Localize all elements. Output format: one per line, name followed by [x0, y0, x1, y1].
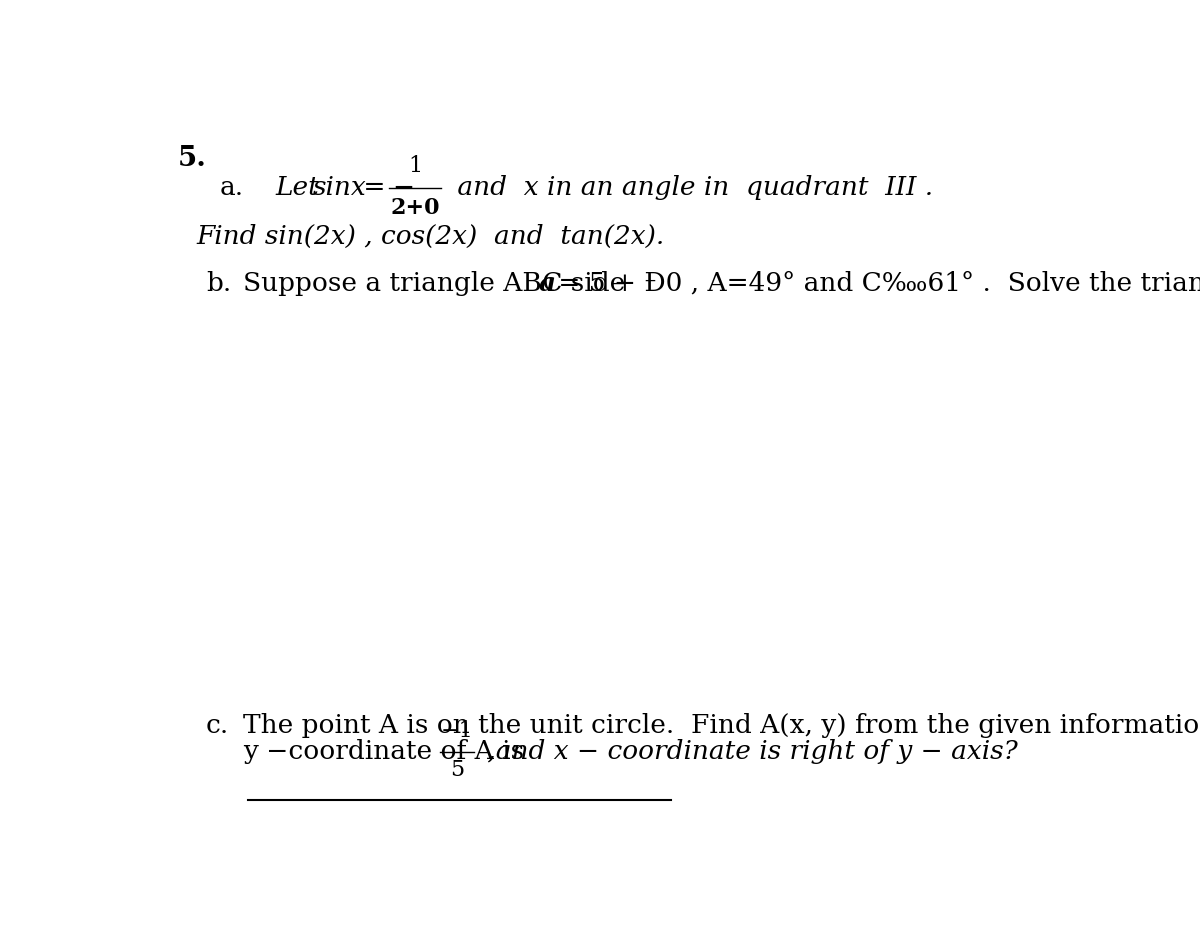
Text: =: = [355, 175, 394, 200]
Text: = 5 + Ð0 , A=49° and C‱61° .  Solve the triangle ?: = 5 + Ð0 , A=49° and C‱61° . Solve the t… [550, 271, 1200, 296]
Text: Suppose a triangle ABC side: Suppose a triangle ABC side [242, 271, 634, 296]
Text: y −coordinate of A is: y −coordinate of A is [242, 739, 533, 764]
Text: sinx: sinx [313, 175, 366, 200]
Text: a: a [539, 271, 556, 296]
Text: The point A is on the unit circle.  Find A(x, y) from the given information. The: The point A is on the unit circle. Find … [242, 713, 1200, 738]
Text: −: − [391, 175, 414, 200]
Text: 2+0: 2+0 [390, 197, 440, 219]
Text: Let: Let [276, 175, 328, 200]
Text: ,and x − coordinate is right of y − axis?: ,and x − coordinate is right of y − axis… [479, 739, 1018, 764]
Text: Find sin(2x) , cos(2x)  and  tan(2x).: Find sin(2x) , cos(2x) and tan(2x). [197, 223, 665, 249]
Text: b.: b. [206, 271, 232, 296]
Text: c.: c. [206, 713, 229, 738]
Text: a.: a. [220, 175, 244, 200]
Text: −1: −1 [440, 720, 473, 742]
Text: 5: 5 [450, 758, 464, 781]
Text: and  x in an angle in  quadrant  III .: and x in an angle in quadrant III . [449, 175, 932, 200]
Text: 1: 1 [408, 155, 422, 178]
Text: 5.: 5. [178, 145, 206, 172]
